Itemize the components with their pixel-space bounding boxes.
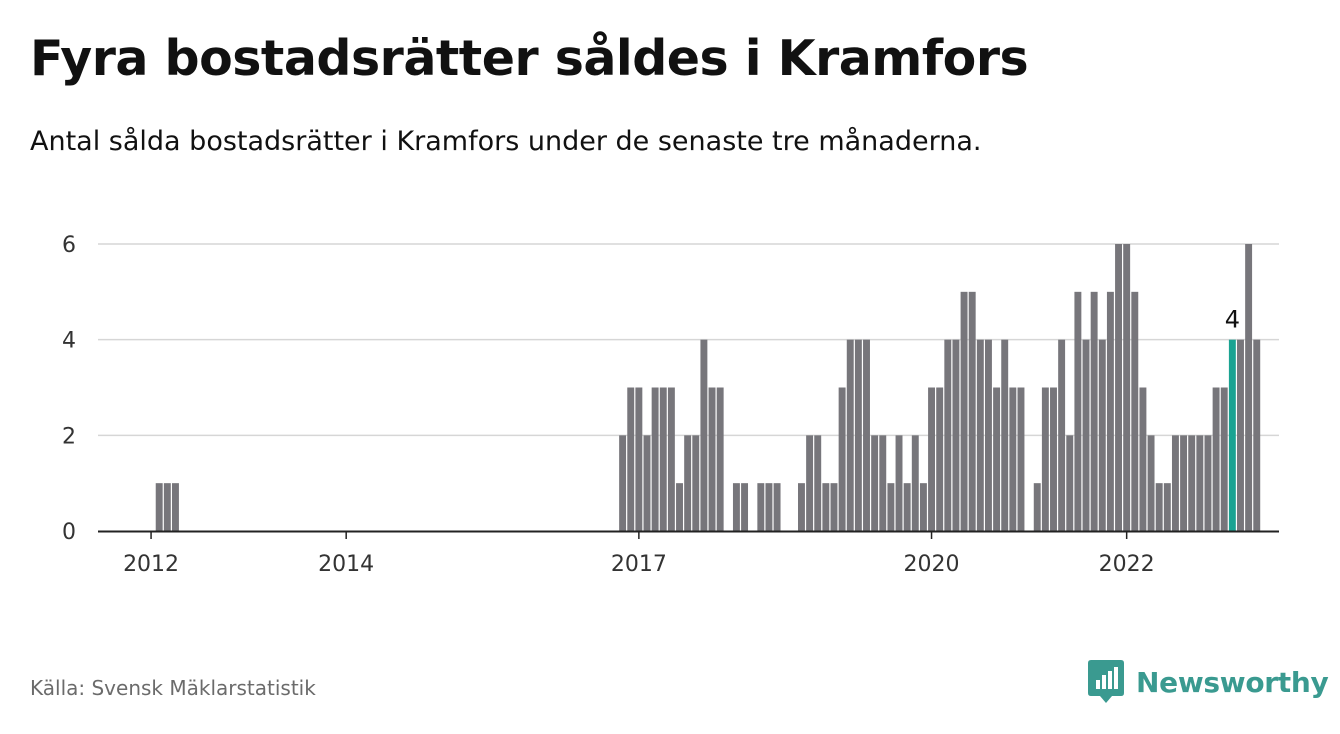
bar bbox=[1163, 483, 1171, 531]
bar bbox=[155, 483, 163, 531]
bar bbox=[919, 483, 927, 531]
bar bbox=[830, 483, 838, 531]
bar bbox=[1082, 339, 1090, 531]
x-tick-label: 2012 bbox=[123, 552, 179, 577]
bar bbox=[838, 387, 846, 531]
bar bbox=[708, 387, 716, 531]
bar bbox=[765, 483, 773, 531]
bar bbox=[928, 387, 936, 531]
bar bbox=[968, 291, 976, 531]
bar bbox=[171, 483, 179, 531]
bar bbox=[1058, 339, 1066, 531]
bar bbox=[1188, 435, 1196, 531]
bar bbox=[1204, 435, 1212, 531]
bar bbox=[716, 387, 724, 531]
bar bbox=[1155, 483, 1163, 531]
bar bbox=[1001, 339, 1009, 531]
bar bbox=[1123, 244, 1131, 531]
bar bbox=[1220, 387, 1228, 531]
bar bbox=[911, 435, 919, 531]
bar bbox=[1074, 291, 1082, 531]
chart-subtitle: Antal sålda bostadsrätter i Kramfors und… bbox=[30, 126, 982, 157]
bar bbox=[757, 483, 765, 531]
y-tick-label: 4 bbox=[62, 329, 76, 354]
bar bbox=[993, 387, 1001, 531]
highlight-data-label: 4 bbox=[1225, 306, 1240, 334]
bar bbox=[1171, 435, 1179, 531]
bar bbox=[960, 291, 968, 531]
bar bbox=[936, 387, 944, 531]
bar bbox=[1139, 387, 1147, 531]
bar bbox=[863, 339, 870, 531]
x-tick-label: 2014 bbox=[318, 552, 374, 577]
bar bbox=[895, 435, 903, 531]
bar bbox=[741, 483, 749, 531]
y-tick-label: 2 bbox=[62, 424, 76, 449]
bar bbox=[1212, 387, 1220, 531]
bar bbox=[773, 483, 781, 531]
bar bbox=[1098, 339, 1106, 531]
brand-name: Newsworthy bbox=[1136, 665, 1329, 699]
x-tick-label: 2020 bbox=[904, 552, 960, 577]
bar bbox=[1147, 435, 1155, 531]
bar bbox=[635, 387, 643, 531]
bar bbox=[854, 339, 862, 531]
x-tick-label: 2017 bbox=[611, 552, 667, 577]
bar bbox=[887, 483, 895, 531]
x-tick-label: 2022 bbox=[1099, 552, 1155, 577]
bar bbox=[659, 387, 667, 531]
bar bbox=[667, 387, 675, 531]
bar bbox=[732, 483, 740, 531]
bar bbox=[1115, 244, 1122, 531]
bar bbox=[903, 483, 911, 531]
bar bbox=[1033, 483, 1041, 531]
bar bbox=[676, 483, 683, 531]
bar bbox=[1106, 291, 1114, 531]
y-tick-label: 0 bbox=[62, 520, 76, 545]
bar bbox=[1090, 291, 1098, 531]
bar bbox=[1245, 244, 1253, 531]
chart-title: Fyra bostadsrätter såldes i Kramfors bbox=[30, 30, 1029, 87]
bar bbox=[984, 339, 992, 531]
bar bbox=[700, 339, 708, 531]
bar bbox=[684, 435, 692, 531]
bar bbox=[976, 339, 984, 531]
bar bbox=[806, 435, 814, 531]
bar bbox=[651, 387, 659, 531]
bar bbox=[879, 435, 887, 531]
bar bbox=[1196, 435, 1204, 531]
bar bbox=[944, 339, 952, 531]
bar bbox=[846, 339, 854, 531]
bar bbox=[1180, 435, 1188, 531]
bar bbox=[814, 435, 822, 531]
bar bbox=[643, 435, 651, 531]
bar bbox=[952, 339, 960, 531]
bar bbox=[1066, 435, 1074, 531]
source-note: Källa: Svensk Mäklarstatistik bbox=[30, 676, 316, 700]
bar bbox=[1131, 291, 1139, 531]
bar bbox=[1050, 387, 1057, 531]
bar bbox=[1253, 339, 1261, 531]
newsworthy-logo-icon bbox=[1088, 660, 1124, 703]
bar bbox=[1009, 387, 1017, 531]
bar bbox=[627, 387, 635, 531]
bar bbox=[1017, 387, 1025, 531]
bar bbox=[1237, 339, 1244, 531]
bar bbox=[798, 483, 805, 531]
brand-logo: Newsworthy bbox=[1088, 660, 1329, 704]
bar bbox=[1041, 387, 1049, 531]
bar bbox=[692, 435, 700, 531]
bar bbox=[163, 483, 171, 531]
bar bbox=[822, 483, 830, 531]
bar bbox=[871, 435, 879, 531]
bar-highlight bbox=[1228, 339, 1236, 531]
bar bbox=[619, 435, 627, 531]
y-tick-label: 6 bbox=[62, 233, 76, 258]
